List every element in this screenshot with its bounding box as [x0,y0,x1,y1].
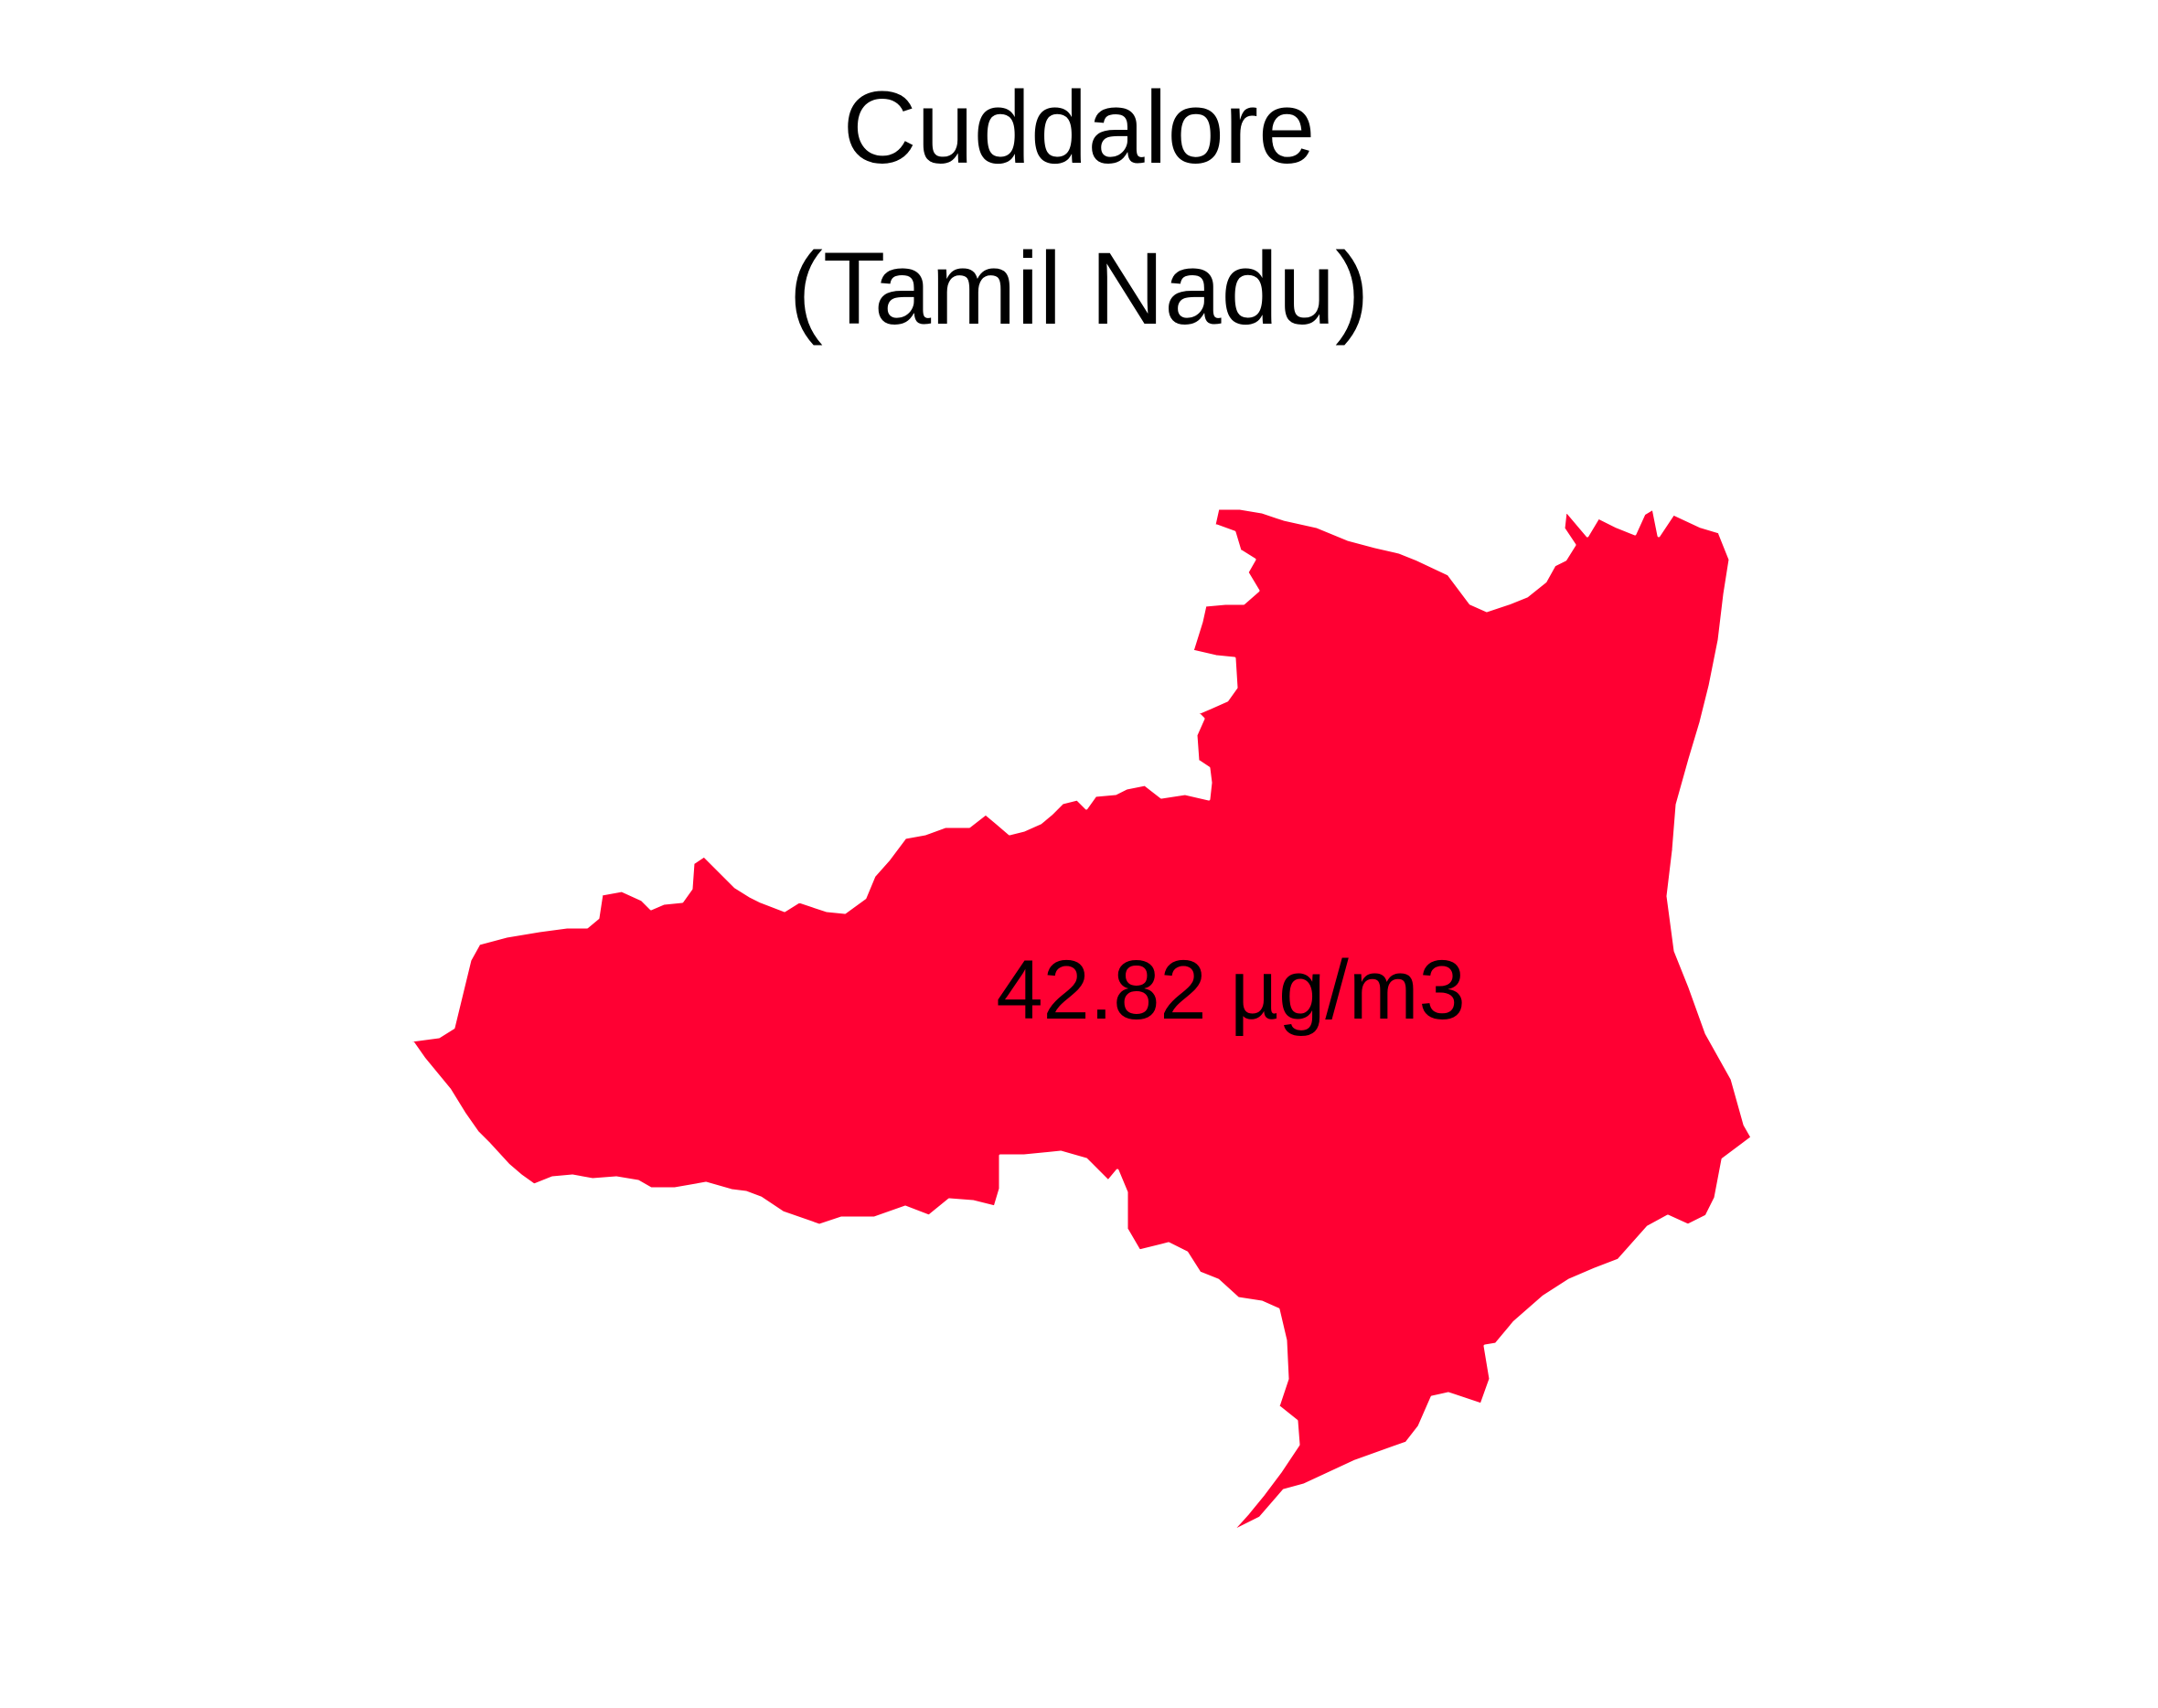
map-title: Cuddalore (Tamil Nadu) [0,48,2158,369]
value-label: 42.82 µg/m3 [996,944,1465,1037]
district-region [410,486,1754,1534]
title-district: Cuddalore [842,70,1316,185]
title-state: (Tamil Nadu) [788,231,1370,346]
